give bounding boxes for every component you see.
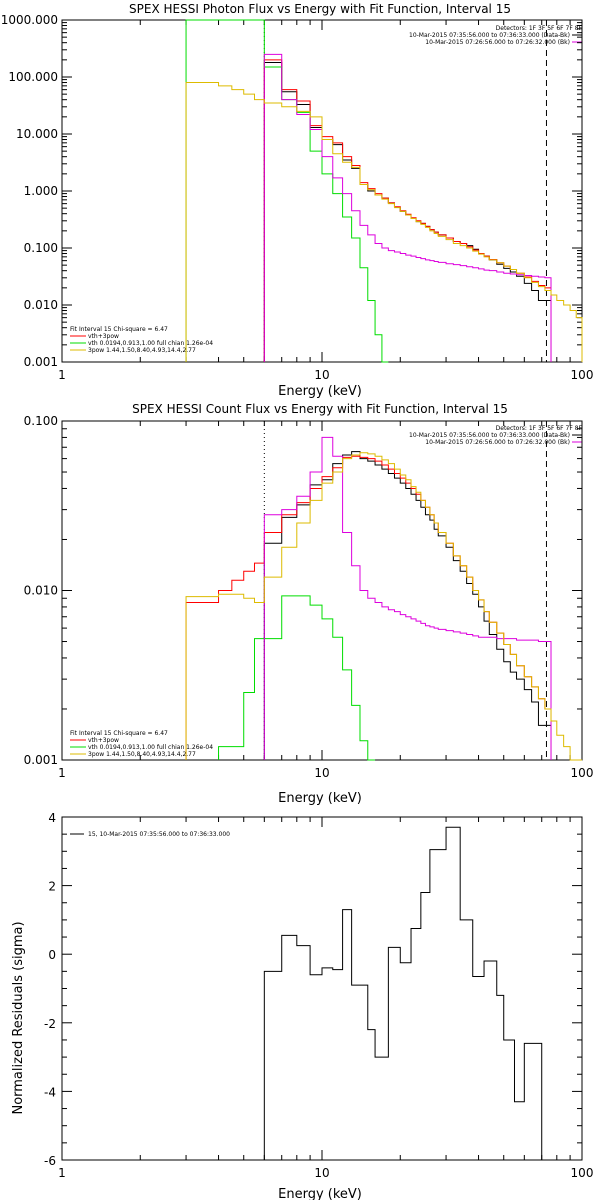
legend-3pow: 3pow 1.44,1.50,8.40,4.93,14.4,2.77 [88,751,196,758]
series-data-bk [263,451,552,760]
photon-flux-legend-left: Fit Interval 15 Chi-square = 6.47 vth+3p… [70,326,213,354]
legend-vth: vth 0.0194,0.913,1.00 full chian 1.26e-0… [88,744,213,751]
y-tick-label: 4 [48,811,56,825]
series-bk [263,53,552,362]
x-tick-label: 100 [571,766,594,780]
x-tick-label: 100 [571,368,594,382]
series-vth [185,19,389,363]
legend-vth: vth 0.0194,0.913,1.00 full chian 1.26e-0… [88,340,213,347]
residuals-ylabel: Normalized Residuals (sigma) [11,921,26,1114]
y-tick-label: 0.100 [24,241,58,255]
y-tick-label: 0.010 [24,298,58,312]
x-tick-label: 1 [58,1166,66,1180]
panel-3: 1 10 100 4 2 0 -2 -4 -6 [44,811,593,1180]
panel-1: 1 10 100 1000.000 100.000 10.000 1.000 0.100 0.0… [1,13,594,382]
legend-fit-interval: Fit Interval 15 Chi-square = 6.47 [70,326,168,333]
y-tick-label: 0.100 [24,414,58,428]
x-tick-label: 100 [571,1166,594,1180]
photon-flux-title: SPEX HESSI Photon Flux vs Energy with Fi… [129,2,511,16]
x-tick-label: 1 [58,368,66,382]
y-tick-label: -4 [44,1085,56,1099]
x-tick-label: 10 [314,1166,329,1180]
legend-data-bk: 10-Mar-2015 07:35:56.000 to 07:36:33.000… [409,32,570,39]
legend-total: vth+3pow [88,737,119,744]
legend-residuals: 15, 10-Mar-2015 07:35:56.000 to 07:36:33… [88,831,230,838]
legend-detectors: Detectors: 1F 3F 5F 6F 7F 8F [496,425,583,432]
count-flux-title: SPEX HESSI Count Flux vs Energy with Fit… [132,402,508,416]
legend-detectors: Detectors: 1F 3F 5F 6F 7F 8F [496,25,583,32]
panel-2: 1 10 100 0.100 0.010 0.001 [24,414,594,780]
count-flux-xlabel: Energy (keV) [278,791,362,806]
y-tick-label: 1.000 [24,184,58,198]
y-tick-label: 0.010 [24,584,58,598]
x-tick-label: 1 [58,766,66,780]
legend-fit-interval: Fit Interval 15 Chi-square = 6.47 [70,730,168,737]
y-tick-label: 0 [48,948,56,962]
x-tick-label: 10 [314,368,329,382]
y-tick-label: 10.000 [16,127,58,141]
plot-layer: 1 10 1001000.000100.00010.0001.0000.1000.0… [1,13,594,1180]
y-tick-label: 100.000 [8,70,58,84]
photon-flux-xlabel: Energy (keV) [278,384,362,399]
y-tick-label: -2 [44,1017,56,1031]
series-3pow [185,452,582,761]
y-tick-label: 0.001 [24,753,58,767]
count-flux-legend-left: Fit Interval 15 Chi-square = 6.47 vth+3p… [70,730,213,758]
count-flux-legend-right: Detectors: 1F 3F 5F 6F 7F 8F 10-Mar-2015… [409,425,583,446]
residuals-legend: 15, 10-Mar-2015 07:35:56.000 to 07:36:33… [70,831,230,838]
legend-data-bk: 10-Mar-2015 07:35:56.000 to 07:36:33.000… [409,432,570,439]
y-tick-label: 0.001 [24,355,58,369]
series-3pow [185,82,583,362]
legend-bk: 10-Mar-2015 07:26:56.000 to 07:26:32.000… [425,439,570,446]
x-tick-label: 10 [314,766,329,780]
legend-total: vth+3pow [88,333,119,340]
y-tick-label: 2 [48,880,56,894]
series-15-10-mar-2015-07-35-56-000-to-07-36-33-000 [263,826,545,1161]
legend-bk: 10-Mar-2015 07:26:56.000 to 07:26:32.000… [425,39,570,46]
legend-3pow: 3pow 1.44,1.50,8.40,4.93,14.4,2.77 [88,347,196,354]
series-bk [263,436,552,760]
y-tick-label: 1000.000 [1,13,58,27]
series-vth [218,595,376,761]
y-tick-label: -6 [44,1154,56,1168]
photon-flux-legend-right: Detectors: 1F 3F 5F 6F 7F 8F 10-Mar-2015… [409,25,583,46]
residuals-xlabel: Energy (keV) [278,1187,362,1200]
